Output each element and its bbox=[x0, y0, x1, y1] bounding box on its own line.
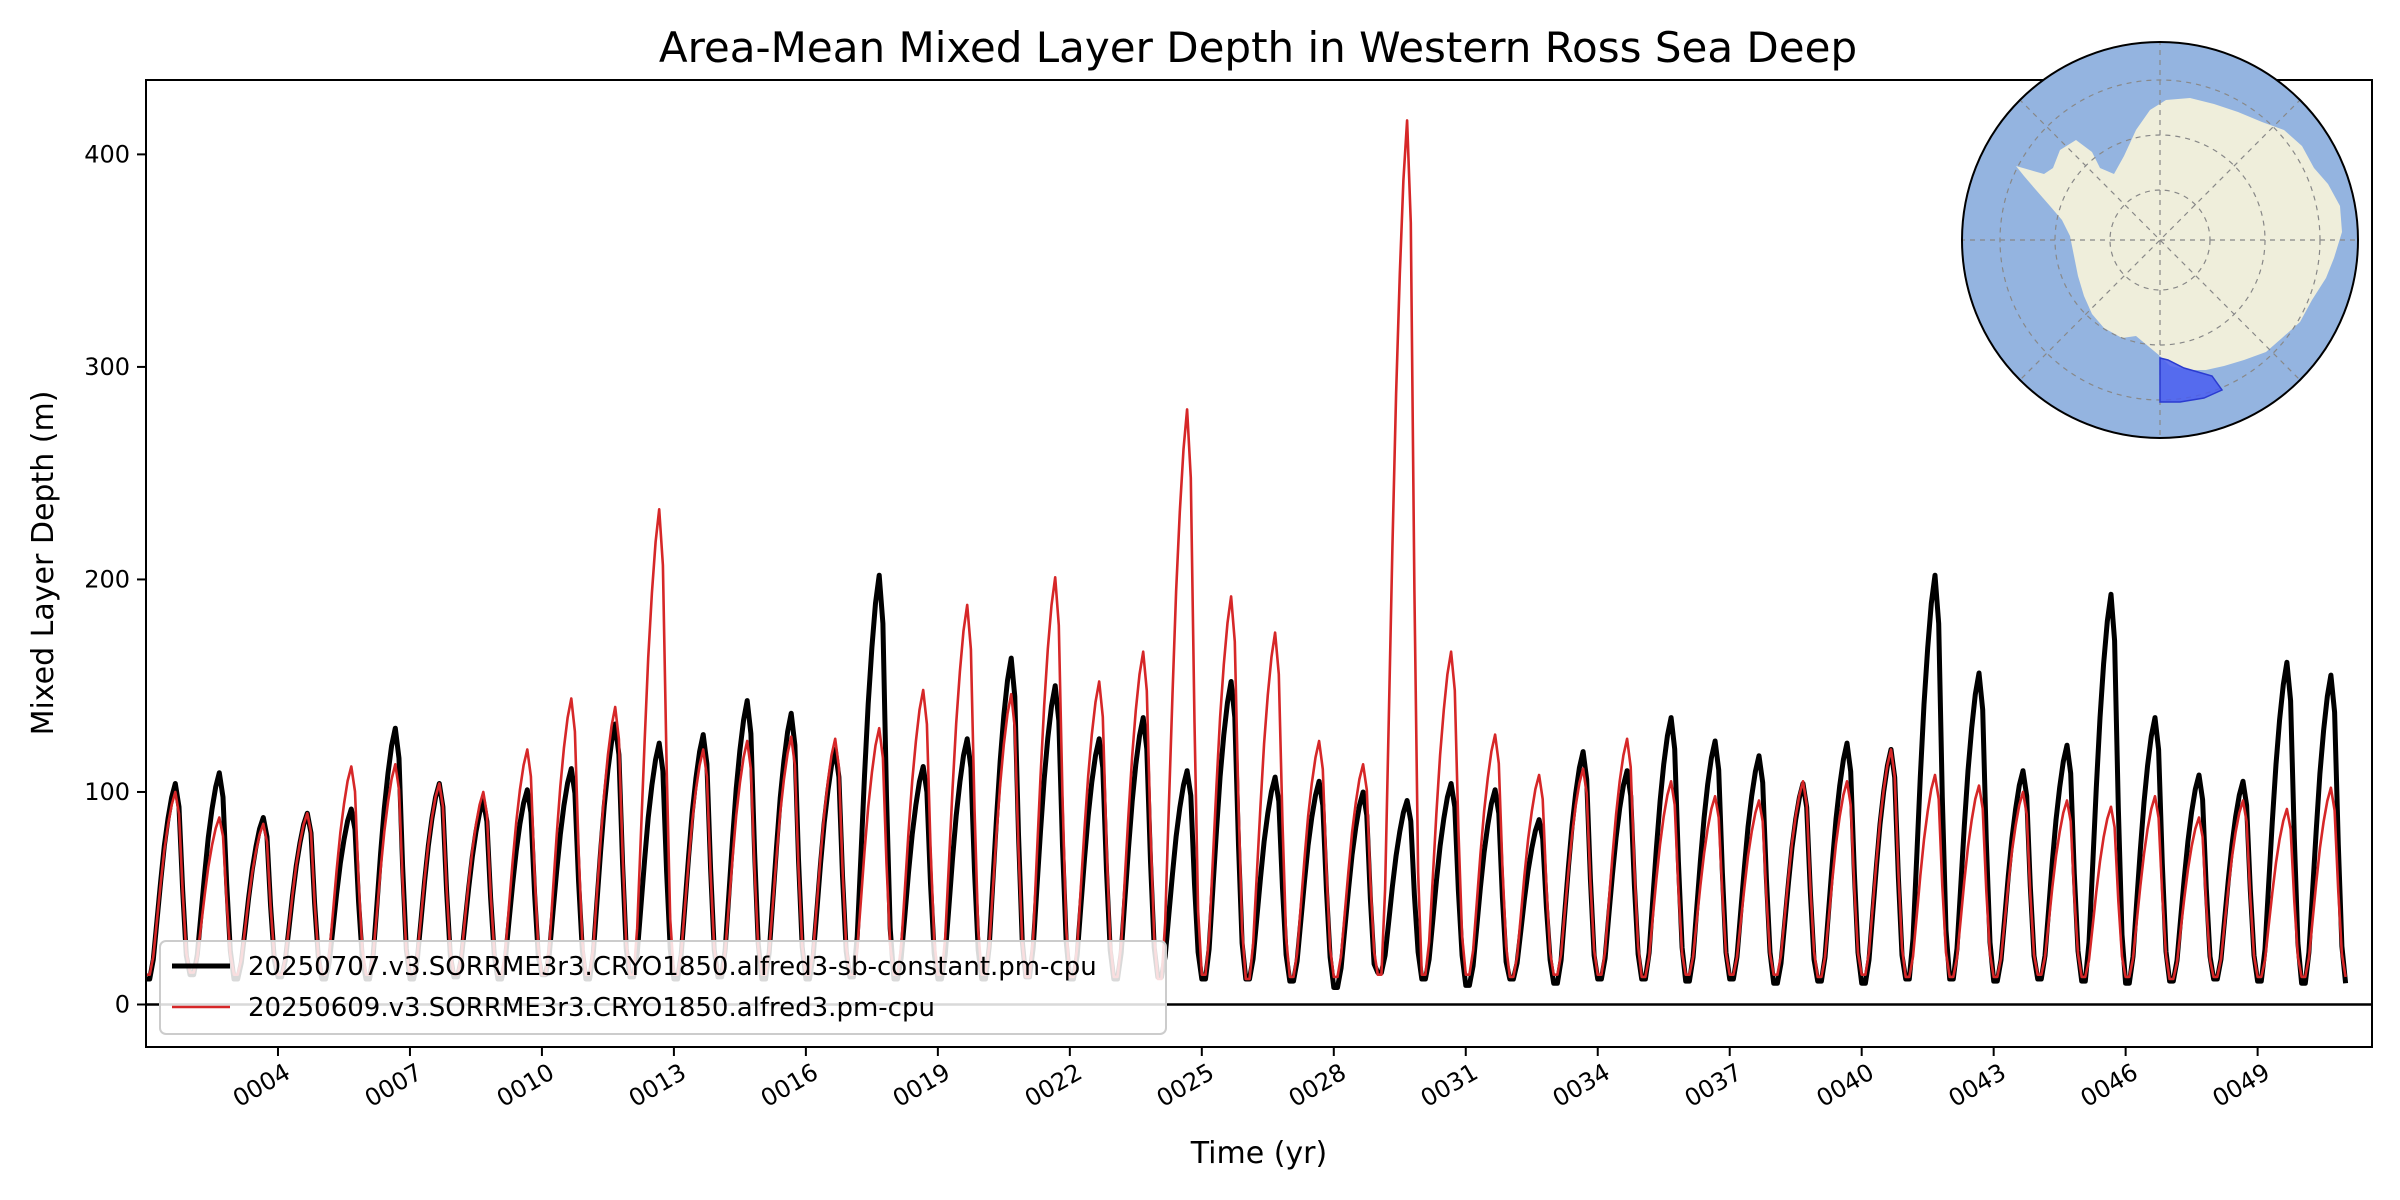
map-western-ross-sea-deep-region bbox=[2159, 357, 2224, 403]
y-tick-label: 0 bbox=[115, 990, 130, 1018]
y-tick-label: 100 bbox=[84, 778, 130, 806]
legend: 20250707.v3.SORRME3r3.CRYO1850.alfred3-s… bbox=[159, 940, 1167, 1035]
plot-frame bbox=[145, 79, 2373, 1048]
legend-label-series-1: 20250707.v3.SORRME3r3.CRYO1850.alfred3-s… bbox=[248, 952, 1097, 982]
series-layer bbox=[146, 119, 2349, 990]
legend-box bbox=[159, 940, 1167, 1035]
y-tick-label: 300 bbox=[84, 353, 130, 381]
chart-title: Area-Mean Mixed Layer Depth in Western R… bbox=[659, 23, 1857, 72]
x-axis-label: Time (yr) bbox=[1190, 1136, 1327, 1171]
y-axis: 0 100 200 300 400 bbox=[84, 140, 146, 1018]
map-border bbox=[1961, 41, 2359, 439]
inset-antarctic-map bbox=[1961, 41, 2359, 439]
y-axis-label: Mixed Layer Depth (m) bbox=[26, 391, 61, 736]
y-tick-label: 200 bbox=[84, 565, 130, 593]
series-line-2 bbox=[146, 119, 2347, 981]
y-tick-label: 400 bbox=[84, 140, 130, 168]
map-antarctica-land bbox=[2016, 98, 2342, 370]
legend-label-series-2: 20250609.v3.SORRME3r3.CRYO1850.alfred3.p… bbox=[248, 993, 935, 1023]
